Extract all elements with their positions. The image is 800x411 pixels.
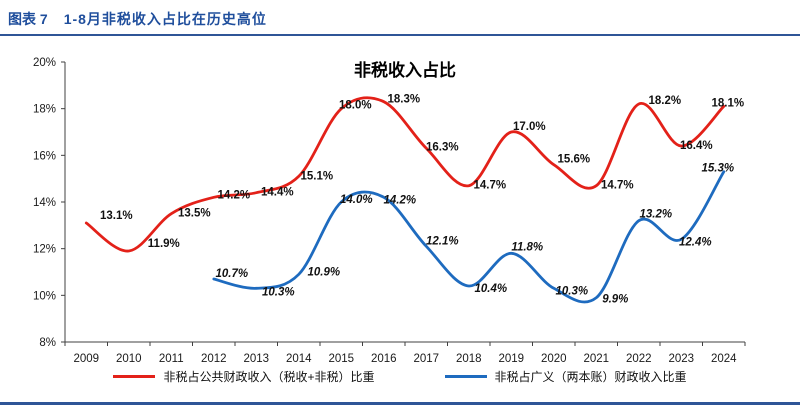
- x-tick-label: 2015: [328, 353, 354, 365]
- data-label: 11.9%: [148, 238, 180, 250]
- y-tick-label: 12%: [33, 244, 56, 256]
- legend-label-red: 非税占公共财政收入（税收+非税）比重: [163, 370, 375, 384]
- data-label: 13.2%: [639, 209, 672, 221]
- data-label: 15.3%: [701, 163, 734, 175]
- data-label: 14.7%: [601, 180, 634, 192]
- data-label: 16.4%: [680, 140, 713, 152]
- data-label: 18.3%: [387, 94, 420, 106]
- data-label: 11.8%: [511, 241, 543, 253]
- x-tick-label: 2012: [201, 353, 227, 365]
- footer-divider: [0, 402, 800, 405]
- data-label: 13.1%: [100, 210, 133, 222]
- data-label: 10.3%: [555, 285, 588, 297]
- x-tick-label: 2020: [541, 353, 567, 365]
- data-label: 10.9%: [307, 266, 340, 278]
- data-label: 14.2%: [217, 189, 250, 201]
- line-chart: 非税收入占比 8% 10% 12% 14% 16% 18% 20% 2009 2010 2011 20…: [33, 57, 746, 365]
- legend-item-red: 非税占公共财政收入（税收+非税）比重: [113, 368, 375, 385]
- chart-legend: 非税占公共财政收入（税收+非税）比重 非税占广义（两本账）财政收入比重: [0, 368, 800, 385]
- x-tick-label: 2023: [668, 353, 694, 365]
- figure-header: 图表 7 1-8月非税收入占比在历史高位: [0, 0, 800, 36]
- data-label: 14.0%: [340, 194, 373, 206]
- x-tick-label: 2017: [413, 353, 439, 365]
- series-line-0: [84, 96, 726, 253]
- legend-label-blue: 非税占广义（两本账）财政收入比重: [494, 370, 687, 384]
- y-tick-label: 14%: [33, 197, 56, 209]
- x-tick-label: 2011: [159, 353, 184, 365]
- data-label: 14.4%: [261, 187, 294, 199]
- chart-area: 非税收入占比 8% 10% 12% 14% 16% 18% 20% 2009 2010 2011 20…: [0, 36, 800, 385]
- x-tick-label: 2019: [498, 353, 524, 365]
- data-label: 15.1%: [300, 170, 333, 182]
- x-tick-label: 2018: [456, 353, 482, 365]
- data-label: 18.1%: [711, 97, 744, 109]
- x-tick-label: 2010: [116, 353, 142, 365]
- series-line-1: [212, 170, 726, 304]
- red-line-swatch: [113, 375, 156, 378]
- data-label: 10.7%: [215, 268, 248, 280]
- y-tick-label: 18%: [33, 104, 56, 116]
- y-tick-label: 20%: [33, 57, 56, 69]
- data-label: 9.9%: [602, 294, 628, 306]
- y-tick-label: 16%: [33, 150, 56, 162]
- chart-title: 非税收入占比: [354, 60, 456, 80]
- data-label: 13.5%: [178, 208, 211, 220]
- x-tick-label: 2009: [73, 353, 99, 365]
- data-label: 15.6%: [557, 154, 590, 166]
- data-label: 14.2%: [383, 194, 416, 206]
- data-label: 17.0%: [513, 121, 546, 133]
- blue-line-swatch: [444, 375, 487, 378]
- data-label: 16.3%: [426, 141, 459, 153]
- data-label: 18.2%: [648, 95, 681, 107]
- x-tick-label: 2014: [286, 353, 312, 365]
- x-tick-label: 2013: [243, 353, 269, 365]
- figure-number: 图表 7: [8, 11, 48, 27]
- figure-title: 1-8月非税收入占比在历史高位: [63, 11, 267, 27]
- x-tick-label: 2024: [711, 353, 737, 365]
- x-tick-label: 2022: [626, 353, 652, 365]
- data-label: 10.4%: [474, 283, 507, 295]
- x-tick-label: 2016: [371, 353, 397, 365]
- data-label: 12.1%: [426, 235, 459, 247]
- data-label: 14.7%: [473, 180, 506, 192]
- data-label: 12.4%: [679, 236, 712, 248]
- legend-item-blue: 非税占广义（两本账）财政收入比重: [444, 368, 687, 385]
- data-label: 10.3%: [262, 286, 295, 298]
- data-label: 18.0%: [339, 100, 372, 112]
- y-tick-label: 8%: [39, 337, 56, 349]
- y-tick-label: 10%: [33, 290, 56, 302]
- x-tick-label: 2021: [583, 353, 609, 365]
